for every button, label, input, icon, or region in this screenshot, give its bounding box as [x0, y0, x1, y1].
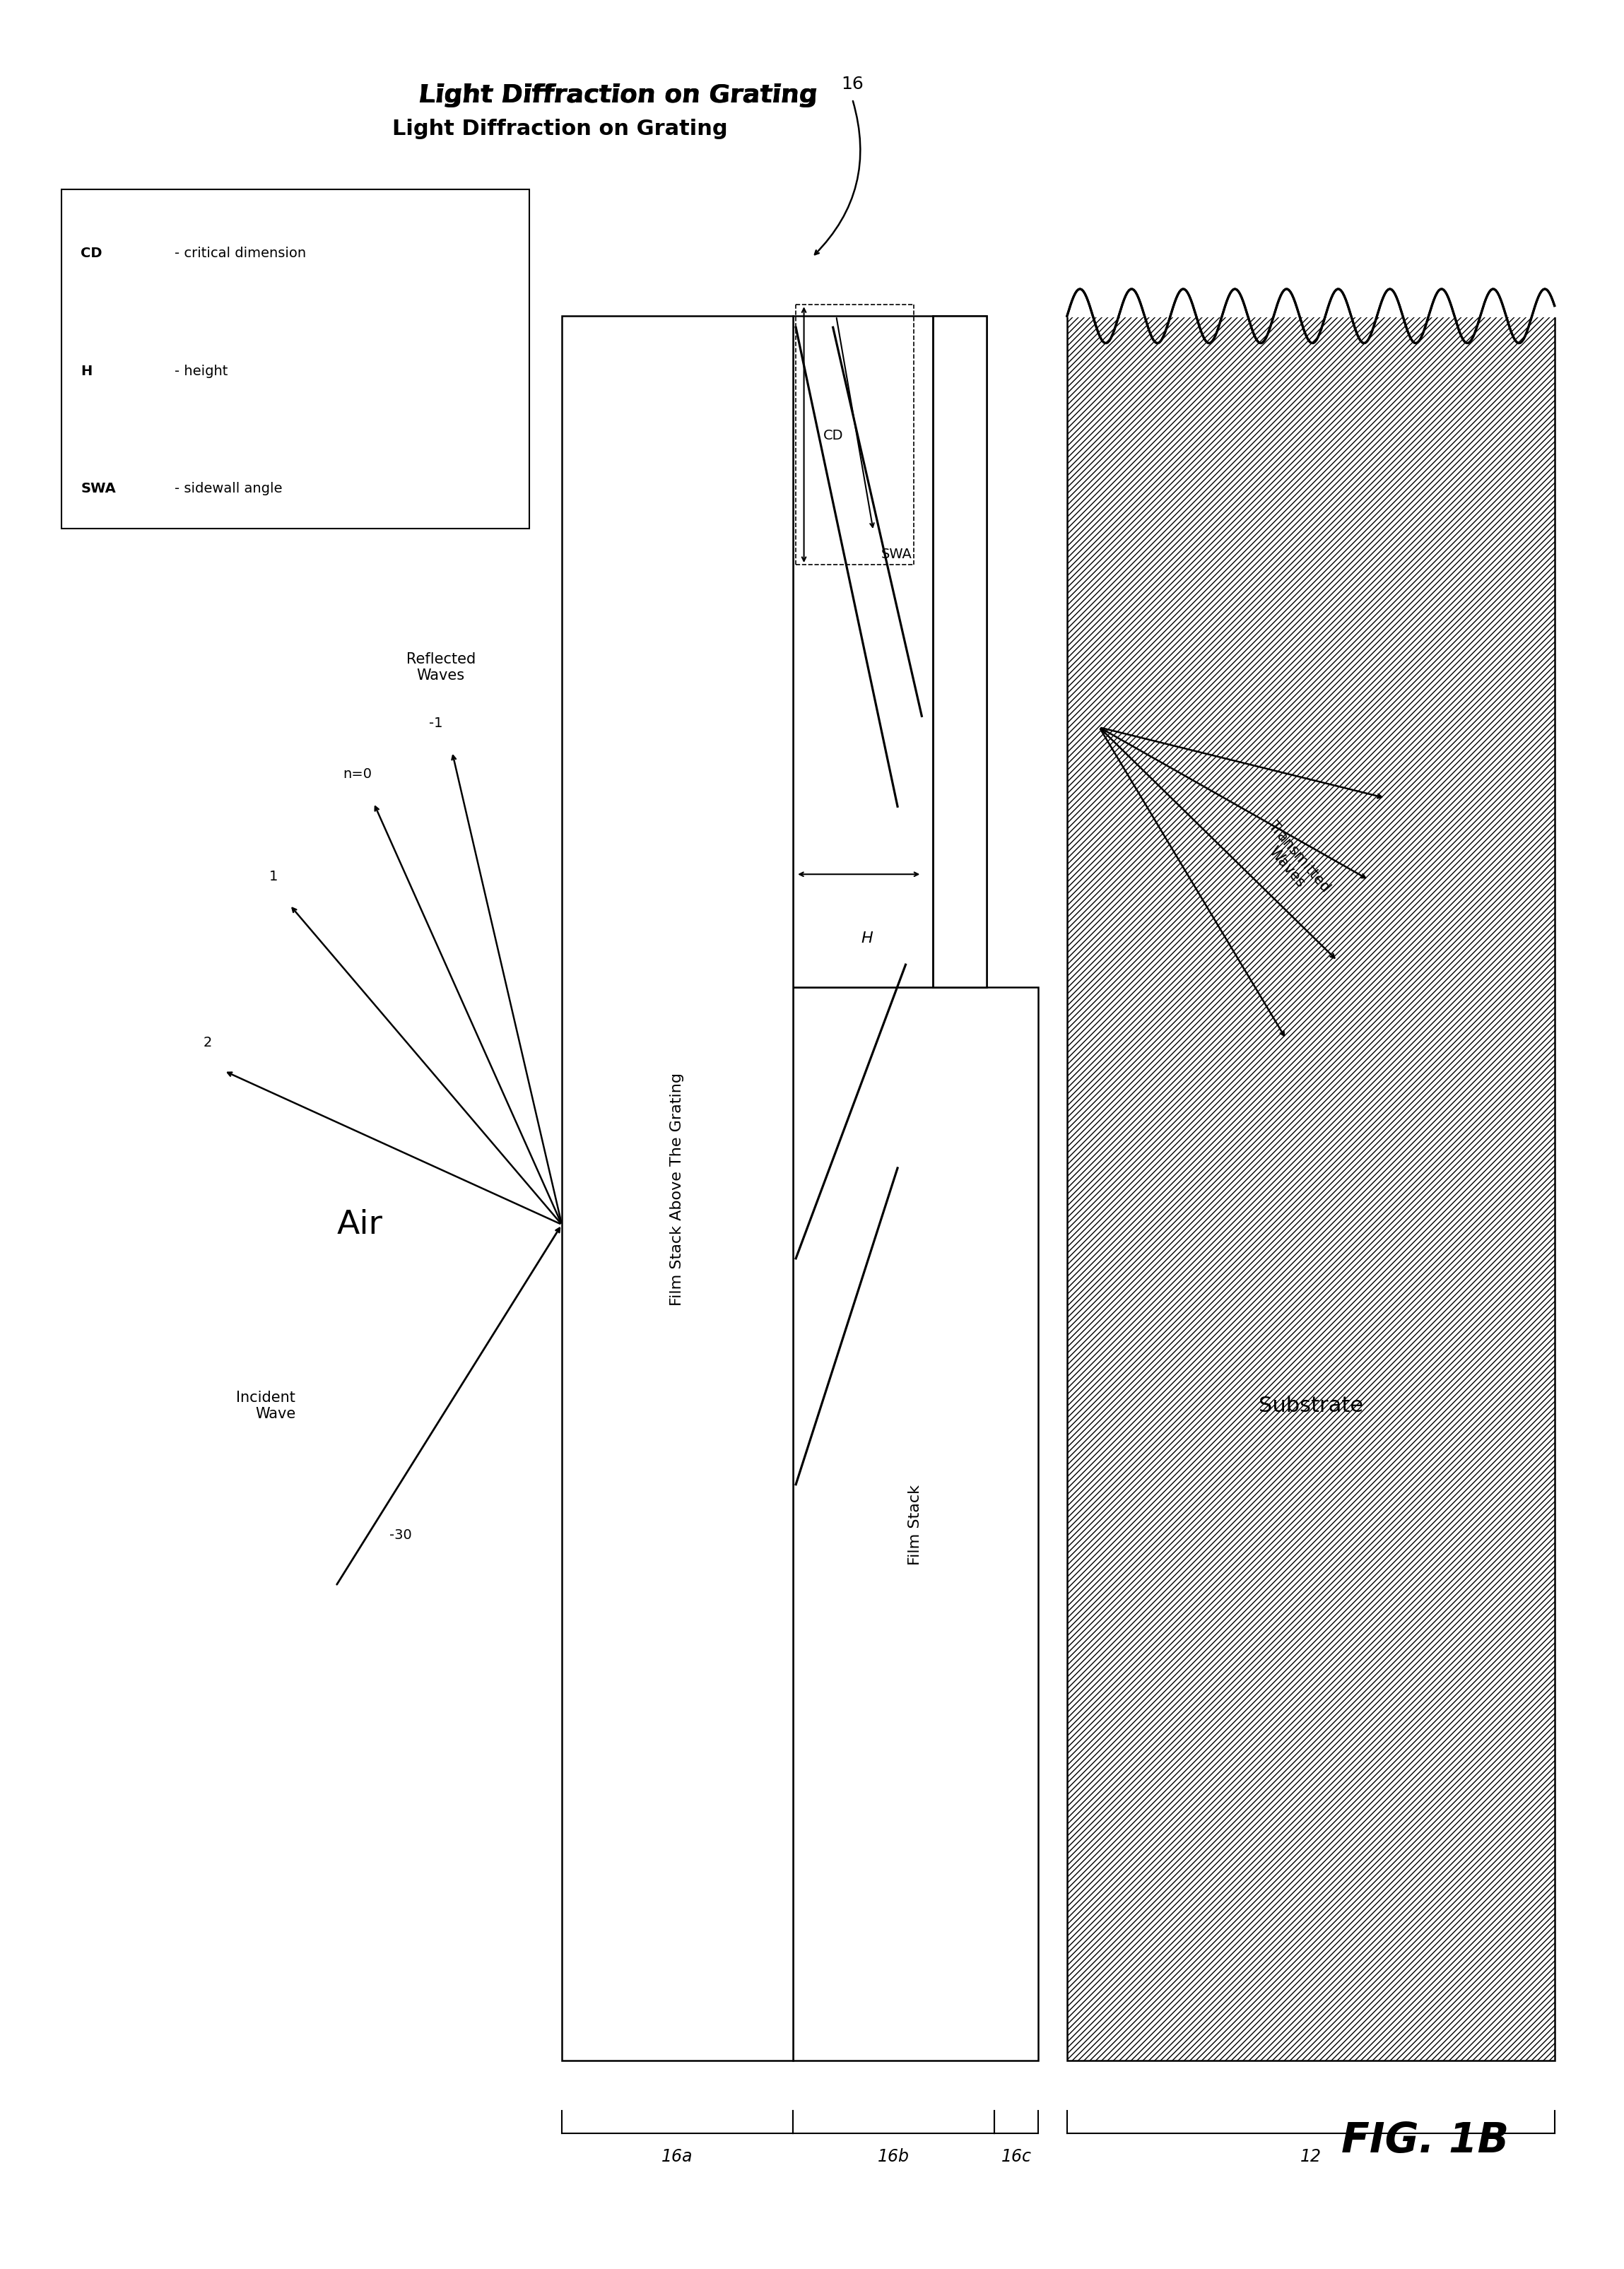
Text: - sidewall angle: - sidewall angle [174, 481, 283, 495]
Text: 12: 12 [1301, 2146, 1322, 2165]
Text: 2: 2 [203, 1035, 213, 1048]
Text: SWA: SWA [81, 481, 115, 495]
Text: CD: CD [823, 429, 843, 442]
Text: Light Diffraction on Grating: Light Diffraction on Grating [393, 118, 728, 138]
Text: 16a: 16a [661, 2146, 693, 2165]
Text: Light Diffraction on Grating: Light Diffraction on Grating [419, 84, 817, 107]
Bar [1067, 318, 1554, 2060]
Text: 16b: 16b [877, 2146, 909, 2165]
Text: Film Stack Above The Grating: Film Stack Above The Grating [671, 1073, 684, 1305]
Text: 16: 16 [841, 75, 864, 93]
Text: Air: Air [338, 1209, 383, 1241]
Bar [793, 987, 1038, 2060]
Text: -1: -1 [429, 717, 443, 731]
Bar [793, 318, 986, 987]
Text: 1: 1 [270, 869, 278, 883]
Text: -30: -30 [390, 1527, 411, 1541]
Text: Film Stack: Film Stack [908, 1484, 922, 1566]
Text: Light Diffraction on Grating: Light Diffraction on Grating [419, 84, 817, 107]
Bar [934, 318, 986, 987]
Text: H: H [81, 365, 93, 377]
Text: H: H [861, 930, 872, 946]
Text: CD: CD [81, 247, 102, 261]
Bar [562, 318, 793, 2060]
Text: Substrate: Substrate [1259, 1395, 1363, 1416]
Text: Transmitted
Waves: Transmitted Waves [1254, 819, 1333, 905]
Text: Incident
Wave: Incident Wave [235, 1391, 296, 1420]
Text: Reflected
Waves: Reflected Waves [406, 651, 476, 683]
Text: - height: - height [174, 365, 227, 377]
Bar [62, 191, 529, 529]
Text: FIG. 1B: FIG. 1B [1341, 2119, 1509, 2160]
Text: n=0: n=0 [343, 767, 372, 781]
Text: - critical dimension: - critical dimension [174, 247, 305, 261]
Text: SWA: SWA [882, 547, 913, 560]
Text: 16c: 16c [1000, 2146, 1031, 2165]
